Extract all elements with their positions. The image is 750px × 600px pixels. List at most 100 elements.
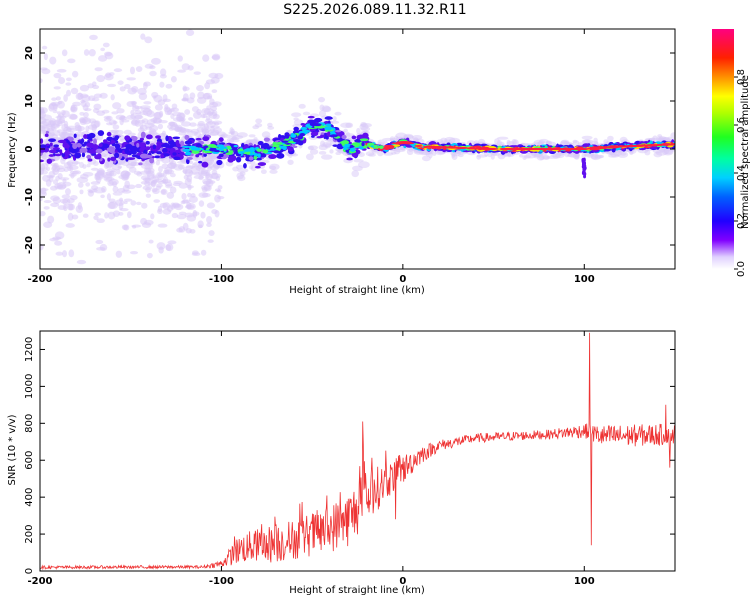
spectrum-cell [53,86,61,90]
spectrum-cell [74,131,85,137]
spectrum-cell [50,163,58,167]
spectrum-cell [110,156,117,162]
spectrum-cell [111,143,119,147]
spectrum-cell [137,142,147,148]
spectrum-cell [103,117,112,122]
spectrogram-ylabel: Frequency (Hz) [7,112,18,188]
spectrum-cell [172,182,181,187]
spectrum-cell [145,140,150,145]
spectrum-cell [175,149,181,153]
spectrum-cell [188,117,194,121]
spectrum-cell [61,153,66,158]
spectrum-cell [152,144,157,150]
spectrum-cell [61,194,71,199]
spectrum-cell [211,209,218,215]
spectrum-peak [666,143,675,146]
spectrum-cell [57,139,67,144]
spectrum-cell [145,134,153,140]
spectrum-cell [291,112,302,118]
spectrum-cell [216,159,223,166]
spectrum-cell [186,156,193,160]
spectrum-cell [74,152,82,159]
colorbar-label: Normalized spectral amplitude [740,75,750,229]
spectrum-cell [202,136,210,142]
spectrum-cell [148,239,154,244]
spectrum-cell [276,152,285,159]
spectrum-cell [40,188,49,192]
spectrum-cell [351,170,360,178]
spectrum-cell [160,154,165,158]
x-tick-label: -200 [27,274,52,285]
spectrum-cell [248,148,255,153]
spectrum-cell [63,166,69,172]
spectrum-cell [93,138,97,145]
spectrum-cell [156,172,163,179]
spectrum-cell [170,107,180,112]
spectrum-cell [70,141,76,144]
spectrum-cell [123,198,133,202]
spectrum-cell [237,148,244,152]
spectrum-cell [273,144,280,148]
spectrum-cell [207,239,214,243]
spectrum-cell [394,135,399,141]
spectrum-cell [125,143,133,148]
spectrum-cell [269,163,280,171]
spectrum-cell [153,199,160,203]
spectrum-cell [162,94,168,102]
spectrum-cell [116,168,121,175]
spectrum-cell [86,142,95,148]
spectrum-cell [214,121,220,126]
spectrum-cell [201,186,208,193]
spectrum-cell [112,186,119,193]
spectrum-peak [628,145,638,148]
spectrum-cell [287,140,296,144]
spectrum-cell [293,126,299,131]
spectrum-peak [457,146,468,149]
spectrum-cell [161,163,169,170]
spectrum-cell [243,148,250,152]
spectrum-cell [79,189,84,195]
spectrum-cell [149,157,155,164]
spectrum-cell [107,157,111,162]
spectrum-cell [68,249,75,258]
y-tick-label: 800 [24,414,35,433]
spectrum-cell [134,119,141,127]
spectrum-cell [77,92,83,100]
spectrum-cell [281,140,290,143]
spectrum-cell [46,143,50,147]
spectrum-cell [40,107,48,114]
spectrum-cell [79,147,88,154]
spectrum-cell [318,110,327,118]
spectrum-cell [320,140,326,148]
spectrum-cell [105,72,112,78]
colorbar-tick-label: 0.0 [736,261,747,277]
spectrum-cell [155,135,161,139]
spectrum-cell [76,143,82,148]
spectrum-cell [85,182,91,187]
spectrum-cell [231,147,236,151]
spectrum-cell [60,157,66,165]
spectrum-cell [49,142,53,147]
spectrum-cell [133,170,142,175]
spectrum-cell [45,130,49,134]
spectrum-cell [69,195,78,201]
spectrum-cell [359,138,369,142]
spectrum-cell [49,56,57,65]
spectrum-cell [345,131,351,138]
spectrum-cell [329,149,334,154]
spectrum-cell [88,132,96,139]
spectrum-cell [160,188,168,196]
spectrum-cell [62,250,67,258]
spectrum-cell [290,132,295,138]
spectrum-cell [319,104,325,111]
spectrum-cell [97,55,108,62]
spectrum-cell [93,93,103,98]
spectrum-cell [40,159,44,163]
spectrum-cell [82,213,89,218]
spectrum-cell [581,135,593,140]
spectrum-cell [65,223,75,228]
spectrum-cell [607,135,614,142]
spectrum-cell [276,142,283,145]
spectrum-cell [83,134,88,139]
spectrum-cell [323,106,332,113]
